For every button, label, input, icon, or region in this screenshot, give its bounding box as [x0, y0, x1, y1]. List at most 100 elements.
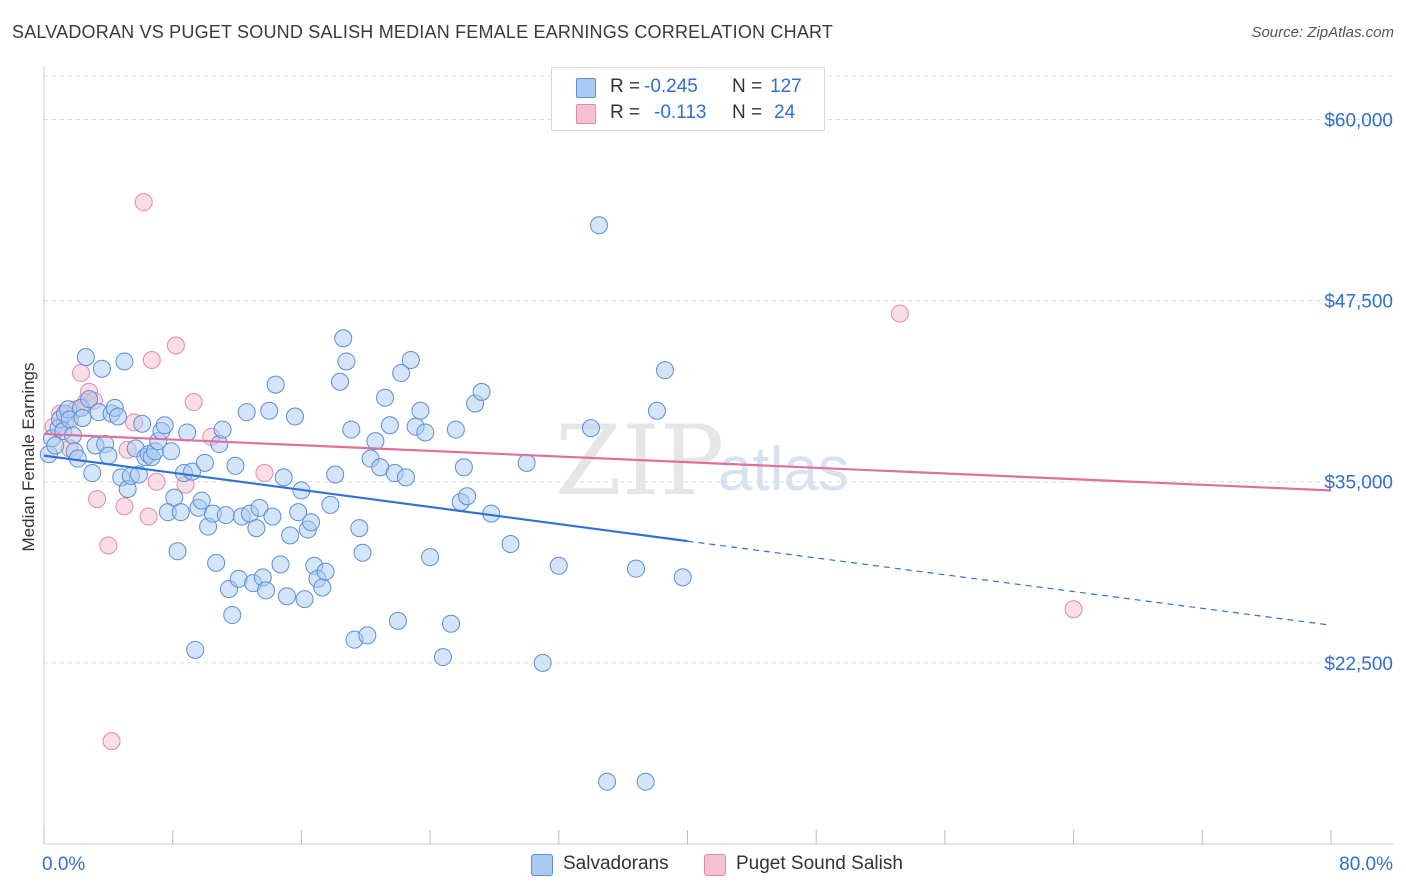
salvadorans-point — [366, 432, 385, 451]
puget-sound-salish-point — [1064, 600, 1083, 619]
salvadorans-point — [186, 640, 205, 659]
salvadorans-point — [155, 416, 174, 435]
y-tick-label: $22,500 — [1324, 654, 1393, 675]
salvadorans-point — [109, 407, 128, 426]
salvadorans-point — [326, 465, 345, 484]
puget-sound-salish-point — [88, 490, 107, 509]
pink-swatch — [704, 854, 726, 876]
y-tick-labels: $22,500 $35,000 $47,500 $60,000 — [1324, 110, 1393, 674]
salvadorans-point — [458, 487, 477, 506]
salvadorans-point — [76, 348, 95, 367]
r-label: R = — [610, 102, 641, 123]
salvadorans-point — [73, 408, 92, 427]
salvadorans-point — [295, 590, 314, 609]
source-label: Source: ZipAtlas.com — [1251, 24, 1394, 41]
salvadorans-point — [454, 458, 473, 477]
salvadorans-point — [80, 390, 99, 409]
salvadorans-point — [549, 556, 568, 575]
salvadorans-point — [271, 555, 290, 574]
salvadorans-point — [226, 456, 245, 475]
legend-label: Puget Sound Salish — [736, 853, 903, 874]
salvadorans-point — [673, 568, 692, 587]
watermark-atlas: atlas — [718, 435, 849, 504]
correlation-legend: R = -0.245 N = 127 R = -0.113 N = 24 — [551, 67, 825, 131]
salvadorans-point — [517, 453, 536, 472]
salvadorans-point — [257, 581, 276, 600]
trend-lines — [43, 432, 1332, 626]
salvadorans-point — [83, 464, 102, 483]
salvadorans-points — [39, 216, 692, 791]
salvadorans-point — [250, 498, 269, 517]
y-tick-label: $35,000 — [1324, 473, 1393, 494]
salvadorans-point — [598, 772, 617, 791]
salvadorans-point — [411, 401, 430, 420]
salvadorans-point — [237, 403, 256, 422]
salvadorans-point — [342, 420, 361, 439]
salvadorans-point — [533, 653, 552, 672]
chart-title: SALVADORAN VS PUGET SOUND SALISH MEDIAN … — [12, 22, 834, 42]
salvadorans-point — [266, 375, 285, 394]
salvadorans-point — [421, 548, 440, 567]
puget-sound-salish-point — [142, 351, 161, 370]
salvadorans-point — [313, 578, 332, 597]
salvadorans-point — [260, 401, 279, 420]
salvadorans-point — [92, 359, 111, 378]
y-tick-label: $47,500 — [1324, 292, 1393, 313]
puget-sound-salish-point — [139, 507, 158, 526]
salvadorans-point — [285, 407, 304, 426]
salvadorans-point — [302, 513, 321, 532]
puget-sound-salish-point — [890, 304, 909, 323]
y-axis-label: Median Female Earnings — [19, 363, 38, 552]
salvadorans-point — [353, 543, 372, 562]
salvadorans-point — [129, 465, 148, 484]
salvadorans-point — [316, 562, 335, 581]
salvadorans-point — [388, 611, 407, 630]
salvadorans-trend-extension — [687, 540, 1332, 626]
puget-sound-salish-point — [72, 364, 91, 383]
r-label: R = — [610, 76, 641, 97]
salvadorans-point — [277, 587, 296, 606]
blue-swatch — [576, 78, 596, 98]
salvadorans-point — [655, 361, 674, 380]
salvadorans-point — [401, 351, 420, 370]
salvadorans-point — [376, 388, 395, 407]
puget-sound-salish-point — [115, 497, 134, 516]
salvadorans-point — [99, 446, 118, 465]
salvadorans-trend-line — [43, 454, 688, 543]
salvadorans-point — [442, 614, 461, 633]
salvadorans-point — [133, 414, 152, 433]
puget-sound-salish-point — [147, 472, 166, 491]
salvadorans-point — [207, 553, 226, 572]
salvadorans-point — [380, 416, 399, 435]
r-value: -0.113 — [654, 102, 707, 123]
salvadorans-point — [289, 503, 308, 522]
y-tick-label: $60,000 — [1324, 110, 1393, 131]
puget-sound-salish-point — [99, 536, 118, 555]
salvadorans-point — [331, 372, 350, 391]
pink-swatch — [576, 104, 596, 124]
salvadorans-point — [627, 559, 646, 578]
salvadorans-point — [115, 352, 134, 371]
puget-sound-salish-point — [134, 193, 153, 212]
salvadorans-point — [358, 626, 377, 645]
salvadorans-point — [281, 526, 300, 545]
legend-label: Salvadorans — [563, 853, 669, 874]
puget-sound-salish-point — [184, 393, 203, 412]
salvadorans-point — [216, 506, 235, 525]
salvadorans-point — [46, 436, 65, 455]
salvadorans-point — [433, 648, 452, 667]
watermark: ZIP atlas — [555, 405, 849, 517]
r-value: -0.245 — [644, 76, 698, 97]
salvadorans-point — [263, 507, 282, 526]
salvadorans-point — [171, 503, 190, 522]
x-tick-labels: 0.0% 80.0% — [42, 854, 1393, 875]
puget-sound-salish-point — [255, 464, 274, 483]
salvadorans-point — [223, 606, 242, 625]
n-value: 24 — [774, 102, 796, 123]
salvadorans-point — [396, 468, 415, 487]
puget-sound-salish-trend-line — [43, 432, 1332, 492]
salvadorans-point — [590, 216, 609, 235]
n-label: N = — [732, 102, 763, 123]
salvadorans-point — [192, 491, 211, 510]
